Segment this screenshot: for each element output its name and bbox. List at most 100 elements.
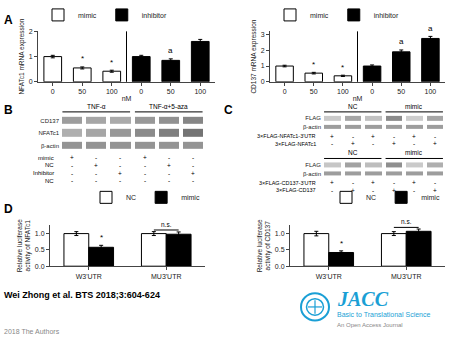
svg-text:-: - <box>393 133 395 140</box>
svg-text:-: - <box>413 140 415 147</box>
svg-text:-: - <box>71 170 73 177</box>
svg-text:-: - <box>119 162 121 169</box>
svg-text:-: - <box>192 154 194 161</box>
svg-text:-: - <box>119 177 121 184</box>
svg-text:-: - <box>413 187 415 194</box>
svg-text:0.0: 0.0 <box>275 263 285 270</box>
svg-text:3×FLAG-NFATc1: 3×FLAG-NFATc1 <box>275 141 316 147</box>
svg-text:mimic: mimic <box>181 194 200 201</box>
svg-text:-: - <box>71 162 73 169</box>
svg-text:W3'UTR: W3'UTR <box>316 273 342 280</box>
svg-text:-: - <box>372 187 374 194</box>
svg-text:+: + <box>433 140 437 147</box>
svg-text:NFATc1: NFATc1 <box>38 130 59 136</box>
svg-text:inhibitor: inhibitor <box>142 12 167 19</box>
svg-text:NFATc1 mRNA expression: NFATc1 mRNA expression <box>18 18 26 94</box>
svg-text:100: 100 <box>425 88 437 95</box>
svg-text:2: 2 <box>29 28 33 35</box>
svg-text:a: a <box>168 46 173 55</box>
svg-text:+: + <box>118 170 122 177</box>
svg-text:0: 0 <box>283 88 287 95</box>
svg-text:mimic: mimic <box>421 194 440 201</box>
svg-text:mimic: mimic <box>405 149 423 156</box>
svg-text:3×FLAG-CD137-3'UTR: 3×FLAG-CD137-3'UTR <box>259 180 316 186</box>
svg-text:NC: NC <box>348 103 358 110</box>
svg-text:1.0: 1.0 <box>275 230 285 237</box>
svg-text:50: 50 <box>310 88 318 95</box>
svg-text:+: + <box>143 154 147 161</box>
svg-text:a: a <box>428 24 433 33</box>
svg-text:+: + <box>70 154 74 161</box>
svg-text:B: B <box>4 103 13 117</box>
svg-text:*: * <box>100 233 103 242</box>
svg-text:NC: NC <box>45 178 54 184</box>
svg-text:*: * <box>81 54 84 63</box>
svg-text:+: + <box>371 133 375 140</box>
svg-text:n.s.: n.s. <box>161 221 172 228</box>
svg-text:mimic: mimic <box>405 103 423 110</box>
svg-text:-: - <box>192 162 194 169</box>
svg-text:-: - <box>393 179 395 186</box>
svg-text:0: 0 <box>51 88 55 95</box>
svg-text:2: 2 <box>261 47 265 54</box>
svg-text:50: 50 <box>167 88 175 95</box>
svg-text:+: + <box>330 179 334 186</box>
svg-text:+: + <box>351 187 355 194</box>
svg-text:W3'UTR: W3'UTR <box>76 273 102 280</box>
svg-text:1: 1 <box>29 53 33 60</box>
svg-text:FLAG: FLAG <box>305 115 321 121</box>
svg-text:-: - <box>144 162 146 169</box>
svg-text:nM: nM <box>353 95 363 102</box>
svg-text:TNF-α: TNF-α <box>87 103 106 110</box>
svg-text:a: a <box>399 37 404 46</box>
svg-text:2018 The Authors: 2018 The Authors <box>4 328 60 335</box>
svg-text:MU3'UTR: MU3'UTR <box>391 273 422 280</box>
svg-text:-: - <box>144 170 146 177</box>
svg-text:+: + <box>330 133 334 140</box>
svg-text:+: + <box>392 187 396 194</box>
svg-text:+: + <box>392 140 396 147</box>
svg-text:NC: NC <box>126 194 136 201</box>
svg-text:0: 0 <box>139 88 143 95</box>
svg-text:1.0: 1.0 <box>35 230 45 237</box>
svg-text:β-actin: β-actin <box>303 124 321 130</box>
svg-text:-: - <box>434 179 436 186</box>
svg-text:-: - <box>95 177 97 184</box>
svg-text:0: 0 <box>261 78 265 85</box>
svg-text:-: - <box>192 177 194 184</box>
svg-text:100: 100 <box>337 88 349 95</box>
svg-text:Wei Zhong et al. BTS 2018;3:60: Wei Zhong et al. BTS 2018;3:604-624 <box>4 290 160 300</box>
svg-text:+: + <box>167 162 171 169</box>
svg-text:JACC: JACC <box>337 288 389 310</box>
svg-text:*: * <box>110 58 113 67</box>
svg-text:mimic: mimic <box>78 12 97 19</box>
svg-text:FLAG: FLAG <box>305 162 321 168</box>
svg-text:mimic: mimic <box>38 155 54 161</box>
svg-text:50: 50 <box>397 88 405 95</box>
svg-text:3×FLAG-NFATc1-3'UTR: 3×FLAG-NFATc1-3'UTR <box>257 133 316 139</box>
svg-text:0: 0 <box>29 78 33 85</box>
svg-text:0.5: 0.5 <box>275 246 285 253</box>
svg-text:100: 100 <box>106 88 118 95</box>
svg-text:+: + <box>412 179 416 186</box>
svg-text:NC: NC <box>366 194 376 201</box>
svg-text:β-actin: β-actin <box>41 143 59 149</box>
svg-text:*: * <box>340 239 343 248</box>
svg-text:3: 3 <box>261 31 265 38</box>
svg-text:+: + <box>412 133 416 140</box>
svg-text:-: - <box>168 177 170 184</box>
svg-text:+: + <box>191 170 195 177</box>
svg-text:NC: NC <box>45 162 54 168</box>
svg-text:β-actin: β-actin <box>303 171 321 177</box>
svg-text:-: - <box>95 154 97 161</box>
svg-text:inhibitor: inhibitor <box>374 12 399 19</box>
svg-text:-: - <box>352 133 354 140</box>
svg-text:CD137 mRNA expression: CD137 mRNA expression <box>250 19 258 93</box>
svg-text:+: + <box>433 187 437 194</box>
svg-text:*: * <box>341 63 344 72</box>
svg-text:+: + <box>94 162 98 169</box>
svg-text:-: - <box>434 133 436 140</box>
svg-text:mimic: mimic <box>310 12 329 19</box>
svg-text:MU3'UTR: MU3'UTR <box>151 273 182 280</box>
svg-text:Basic to Translational Science: Basic to Translational Science <box>337 311 430 318</box>
